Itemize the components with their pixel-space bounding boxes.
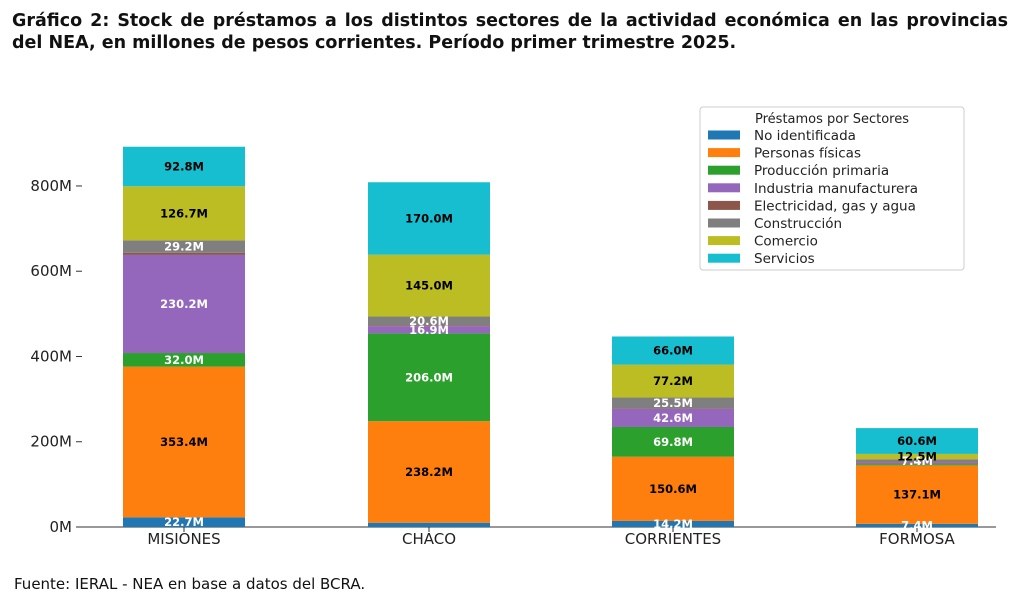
bar-segment [368,522,490,527]
data-label: 69.8M [653,435,693,449]
data-label: 206.0M [405,370,453,384]
data-label: 170.0M [405,211,453,225]
data-label: 22.7M [164,515,204,529]
bar-segment [368,325,490,327]
bar-segment [368,254,490,317]
bar-segment [368,421,490,523]
data-label: 32.0M [164,353,204,367]
bar-segment [612,426,734,457]
x-tick-label: CORRIENTES [625,530,721,548]
legend-swatch [708,253,740,263]
axes: 0M 200M 400M 600M 800M MISIONES CHACO CORRIENTE… [30,177,996,548]
legend-label: Producción primaria [754,163,889,179]
legend-label: Electricidad, gas y agua [754,198,916,214]
legend-label: Comercio [754,234,818,250]
bar-segment [612,364,734,398]
data-label: 137.1M [893,488,941,502]
legend-swatch [708,200,740,210]
y-tick-label: 600M [30,262,72,280]
legend-title: Préstamos por Sectores [755,112,909,127]
bar-segment [123,252,245,255]
bar-segment [612,397,734,409]
data-label: 7.4M [901,454,933,468]
y-tick-label: 400M [30,347,72,365]
bar-segment [123,186,245,241]
data-label: 29.2M [164,240,204,254]
bar-segment [368,316,490,326]
bar-segment [856,464,978,466]
bar-segment [368,326,490,334]
data-label: 16.9M [409,323,449,337]
legend-swatch [708,183,740,193]
legend-swatch [708,130,740,140]
data-label: 12.5M [897,450,937,464]
data-label: 7.4M [901,518,933,532]
data-label: 92.8M [164,160,204,174]
bar-segment [368,182,490,255]
legend-swatch [708,165,740,175]
bar-segment [856,462,978,463]
x-tick-label: MISIONES [147,530,220,548]
bar-segment [856,453,978,460]
data-label: 77.2M [653,374,693,388]
data-label: 25.5M [653,396,693,410]
data-label: 145.0M [405,279,453,293]
bars [123,146,978,527]
legend-label: No identificada [754,128,856,144]
bar-segment [856,462,978,465]
bar-segment [612,336,734,365]
bar-segment [856,465,978,524]
data-label: 20.6M [409,314,449,328]
x-tick-label: CHACO [402,530,456,548]
bar-segment [612,520,734,527]
data-label: 230.2M [160,297,208,311]
bar-segment [856,428,978,454]
data-label: 14.2M [653,517,693,531]
bar-segment [123,366,245,518]
data-labels: 22.7M 353.4M 32.0M 230.2M 29.2M 126.7M 92.8M 23… [160,160,941,533]
data-label: 126.7M [160,206,208,220]
x-tick-label: FORMOSA [879,530,955,548]
bar-segment [123,517,245,527]
source-note: Fuente: IERAL - NEA en base a datos del … [14,575,366,593]
data-label: 66.0M [653,344,693,358]
data-label: 60.6M [897,434,937,448]
y-tick-label: 800M [30,177,72,195]
data-label: 150.6M [649,482,697,496]
chart-title: Gráfico 2: Stock de préstamos a los dist… [12,11,1008,53]
bar-segment [612,456,734,521]
data-label: 353.4M [160,435,208,449]
legend-label: Servicios [754,251,815,267]
bar-segment [612,408,734,427]
legend-label: Personas físicas [754,146,861,162]
legend-swatch [708,236,740,246]
y-tick-label: 200M [30,433,72,451]
data-label: 238.2M [405,465,453,479]
legend-box [699,106,965,271]
legend-label: Industria manufacturera [754,181,918,197]
bar-segment [123,353,245,367]
bar-segment [123,240,245,253]
bar-segment [856,523,978,527]
legend-swatch [708,148,740,158]
y-tick-label: 0M [50,518,73,536]
bar-segment [123,146,245,187]
bar-segment [123,254,245,354]
bar-segment [368,333,490,422]
legend-label: Construcción [754,216,842,232]
bar-segment [856,459,978,463]
legend-swatch [708,218,740,228]
bar-segment [612,408,734,409]
data-label: 42.6M [653,411,693,425]
